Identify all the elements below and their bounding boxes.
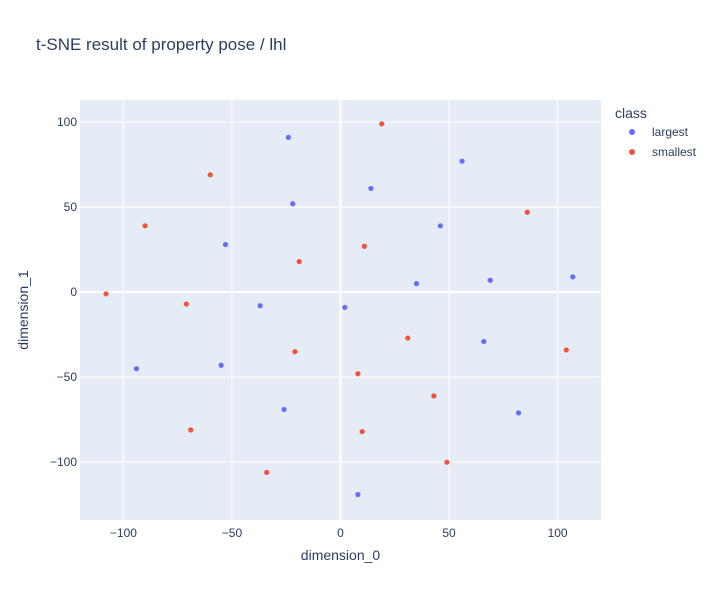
data-point-smallest[interactable]: [405, 335, 411, 341]
data-point-largest[interactable]: [355, 491, 361, 498]
data-point-largest[interactable]: [222, 241, 229, 248]
data-points: [103, 121, 576, 498]
data-point-largest[interactable]: [281, 406, 287, 413]
data-point-largest[interactable]: [290, 201, 296, 207]
legend-marker-smallest: [629, 149, 635, 155]
data-point-largest[interactable]: [285, 134, 291, 141]
y-tick-label: 0: [70, 285, 77, 299]
legend-item-smallest[interactable]: smallest: [629, 145, 697, 159]
y-axis-ticks: −100 −50 0 50 100: [50, 115, 77, 469]
data-point-largest[interactable]: [515, 410, 522, 416]
x-tick-label: 50: [442, 526, 456, 540]
data-point-largest[interactable]: [257, 303, 263, 309]
x-tick-label: −50: [222, 526, 243, 540]
legend-label-largest: largest: [652, 125, 689, 139]
data-point-largest[interactable]: [570, 274, 576, 280]
legend-marker-largest: [629, 129, 635, 135]
legend-title: class: [615, 105, 647, 121]
y-tick-label: 50: [64, 200, 78, 214]
data-point-smallest[interactable]: [355, 371, 361, 377]
data-point-smallest[interactable]: [563, 347, 569, 353]
data-point-smallest[interactable]: [296, 258, 302, 265]
y-tick-label: −100: [50, 455, 77, 469]
legend-label-smallest: smallest: [652, 145, 697, 159]
data-point-largest[interactable]: [481, 338, 487, 345]
data-point-largest[interactable]: [459, 158, 465, 164]
zero-lines: [80, 100, 601, 520]
y-axis-title: dimension_1: [15, 270, 31, 350]
legend-item-largest[interactable]: largest: [629, 125, 689, 139]
x-axis-title: dimension_0: [301, 547, 381, 563]
x-tick-label: 0: [337, 526, 344, 540]
x-tick-label: −100: [110, 526, 137, 540]
data-point-smallest[interactable]: [431, 393, 437, 399]
data-point-smallest[interactable]: [142, 223, 148, 229]
data-point-smallest[interactable]: [359, 428, 365, 435]
data-point-largest[interactable]: [487, 277, 493, 283]
data-point-smallest[interactable]: [292, 349, 298, 355]
data-point-largest[interactable]: [342, 304, 348, 311]
data-point-smallest[interactable]: [524, 209, 530, 215]
data-point-largest[interactable]: [218, 362, 224, 368]
y-tick-label: −50: [57, 370, 78, 384]
data-point-smallest[interactable]: [188, 427, 194, 433]
data-point-smallest[interactable]: [361, 243, 367, 249]
data-point-smallest[interactable]: [379, 121, 385, 127]
legend: class largest smallest: [615, 105, 697, 159]
data-point-largest[interactable]: [437, 223, 443, 229]
x-tick-label: 100: [548, 526, 568, 540]
chart-title: t-SNE result of property pose / lhl: [36, 35, 286, 54]
data-point-largest[interactable]: [133, 366, 140, 372]
data-point-smallest[interactable]: [207, 172, 213, 178]
data-point-largest[interactable]: [368, 185, 374, 192]
x-axis-ticks: −100 −50 0 50 100: [110, 526, 568, 540]
data-point-largest[interactable]: [413, 281, 420, 287]
data-point-smallest[interactable]: [183, 301, 189, 307]
y-tick-label: 100: [57, 115, 77, 129]
data-point-smallest[interactable]: [103, 291, 109, 297]
data-point-smallest[interactable]: [264, 469, 270, 475]
data-point-smallest[interactable]: [444, 459, 450, 465]
